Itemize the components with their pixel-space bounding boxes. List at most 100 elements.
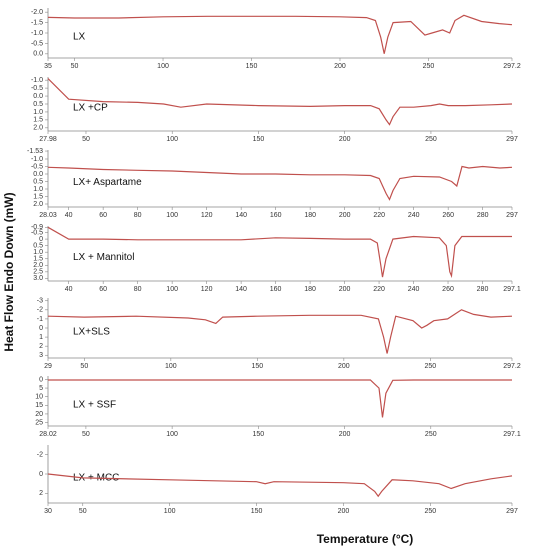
x-tick-label: 150 bbox=[252, 431, 264, 438]
x-tick-label: 160 bbox=[270, 286, 282, 293]
x-tick-label: 200 bbox=[338, 508, 350, 515]
x-tick-label: 50 bbox=[71, 63, 79, 70]
y-tick-label: 0 bbox=[39, 471, 43, 478]
y-tick-label: -0.5 bbox=[31, 85, 43, 92]
x-tick-label: 120 bbox=[201, 212, 213, 219]
x-tick-label: 50 bbox=[82, 136, 90, 143]
y-tick-label: 0.5 bbox=[33, 178, 43, 185]
x-tick-label: 140 bbox=[235, 212, 247, 219]
panel-label: LX bbox=[73, 32, 86, 43]
y-tick-label: -0.5 bbox=[31, 40, 43, 47]
y-tick-label: -1 bbox=[37, 316, 43, 323]
y-tick-label: 0.5 bbox=[33, 242, 43, 249]
y-tick-label: 25 bbox=[35, 419, 43, 426]
y-tick-label: 2.0 bbox=[33, 262, 43, 269]
x-tick-label: 120 bbox=[201, 286, 213, 293]
x-tick-label: 50 bbox=[80, 363, 88, 370]
y-tick-label: 1.0 bbox=[33, 109, 43, 116]
x-tick-label: 200 bbox=[339, 431, 351, 438]
x-tick-label: 80 bbox=[134, 286, 142, 293]
x-tick-label: 297.1 bbox=[503, 431, 521, 438]
data-line bbox=[47, 473, 513, 498]
x-tick-label: 50 bbox=[82, 431, 90, 438]
y-tick-label: 2 bbox=[39, 343, 43, 350]
x-tick-label: 297.1 bbox=[503, 286, 521, 293]
x-tick-label: 250 bbox=[425, 136, 437, 143]
x-tick-label: 30 bbox=[44, 508, 52, 515]
x-tick-label: 260 bbox=[442, 212, 454, 219]
x-tick-label: 297.2 bbox=[503, 363, 521, 370]
x-tick-label: 40 bbox=[65, 286, 73, 293]
y-tick-label: 0.0 bbox=[33, 93, 43, 100]
y-tick-label: 1 bbox=[39, 334, 43, 341]
data-line bbox=[47, 14, 513, 54]
x-tick-label: 220 bbox=[373, 286, 385, 293]
x-tick-label: 80 bbox=[134, 212, 142, 219]
x-tick-label: 297 bbox=[506, 508, 518, 515]
x-tick-label: 100 bbox=[166, 136, 178, 143]
y-tick-label: -1.0 bbox=[31, 30, 43, 37]
x-tick-label: 250 bbox=[425, 431, 437, 438]
y-tick-label: -2 bbox=[37, 452, 43, 459]
y-tick-label: 2.0 bbox=[33, 201, 43, 208]
y-tick-label: 2.5 bbox=[33, 269, 43, 276]
data-line bbox=[47, 165, 513, 201]
panel-label: LX + SSF bbox=[73, 400, 116, 411]
x-tick-label: 297 bbox=[506, 136, 518, 143]
x-tick-label: 200 bbox=[338, 363, 350, 370]
x-tick-label: 250 bbox=[424, 363, 436, 370]
y-tick-label: 20 bbox=[35, 411, 43, 418]
y-tick-label: 1.5 bbox=[33, 193, 43, 200]
x-tick-label: 260 bbox=[442, 286, 454, 293]
x-tick-label: 250 bbox=[423, 63, 435, 70]
x-axis-title: Temperature (°C) bbox=[317, 532, 414, 546]
x-tick-label: 28.03 bbox=[39, 212, 57, 219]
x-tick-label: 297 bbox=[506, 212, 518, 219]
x-tick-label: 100 bbox=[157, 63, 169, 70]
y-tick-label: 1.0 bbox=[33, 186, 43, 193]
x-tick-label: 60 bbox=[99, 212, 107, 219]
data-line bbox=[47, 309, 513, 354]
data-line bbox=[48, 379, 512, 418]
y-tick-label: 3.0 bbox=[33, 275, 43, 282]
y-tick-label: -2.0 bbox=[31, 9, 43, 16]
y-tick-label: 15 bbox=[35, 402, 43, 409]
y-tick-label: -3 bbox=[37, 298, 43, 305]
x-tick-label: 35 bbox=[44, 63, 52, 70]
y-tick-label: -1.53 bbox=[27, 148, 43, 155]
data-line bbox=[47, 78, 513, 126]
x-tick-label: 180 bbox=[304, 286, 316, 293]
x-tick-label: 150 bbox=[253, 136, 265, 143]
x-tick-label: 150 bbox=[251, 508, 263, 515]
y-tick-label: -0.5 bbox=[31, 163, 43, 170]
x-tick-label: 40 bbox=[65, 212, 73, 219]
x-tick-label: 150 bbox=[251, 363, 263, 370]
y-tick-label: 0.0 bbox=[33, 171, 43, 178]
x-tick-label: 100 bbox=[164, 508, 176, 515]
x-tick-label: 200 bbox=[334, 63, 346, 70]
x-tick-label: 60 bbox=[99, 286, 107, 293]
x-tick-label: 140 bbox=[235, 286, 247, 293]
y-tick-label: -1.5 bbox=[31, 19, 43, 26]
x-tick-label: 50 bbox=[79, 508, 87, 515]
x-tick-label: 220 bbox=[373, 212, 385, 219]
x-tick-label: 180 bbox=[304, 212, 316, 219]
y-tick-label: -0.5 bbox=[31, 229, 43, 236]
x-tick-label: 28.02 bbox=[39, 431, 57, 438]
x-tick-label: 200 bbox=[339, 286, 351, 293]
y-tick-label: 1.5 bbox=[33, 256, 43, 263]
y-tick-label: 0 bbox=[39, 325, 43, 332]
data-line bbox=[47, 226, 512, 279]
y-tick-label: 2.0 bbox=[33, 125, 43, 132]
y-tick-label: 0.0 bbox=[33, 51, 43, 58]
y-tick-label: 10 bbox=[35, 394, 43, 401]
x-tick-label: 160 bbox=[270, 212, 282, 219]
y-tick-label: 0.5 bbox=[33, 101, 43, 108]
y-tick-label: 0 bbox=[39, 236, 43, 243]
x-tick-label: 200 bbox=[339, 212, 351, 219]
x-tick-label: 100 bbox=[166, 212, 178, 219]
x-tick-label: 280 bbox=[477, 286, 489, 293]
y-tick-label: -0.9 bbox=[31, 224, 43, 231]
y-tick-label: 5 bbox=[39, 385, 43, 392]
x-tick-label: 250 bbox=[424, 508, 436, 515]
